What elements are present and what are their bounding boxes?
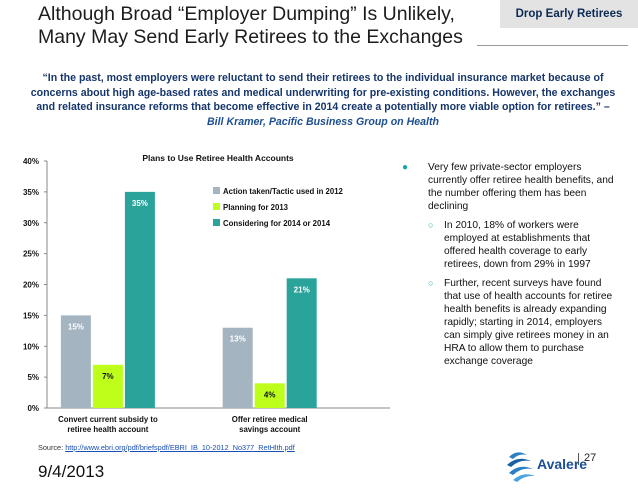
y-tick-label: 25%: [23, 250, 39, 259]
bullet-list: ● Very few private-sector employers curr…: [402, 161, 618, 368]
bar-data-label: 15%: [68, 322, 84, 331]
bar-data-label: 21%: [294, 285, 310, 294]
y-tick-label: 15%: [23, 311, 39, 320]
x-category-label: Offer retiree medical: [232, 415, 308, 424]
title-line-1: Although Broad “Employer Dumping” Is Unl…: [38, 3, 455, 25]
bar-data-label: 7%: [102, 372, 114, 381]
slide-title: Although Broad “Employer Dumping” Is Unl…: [38, 3, 488, 49]
source-label: Source:: [38, 443, 64, 452]
bullet-sub-2: ○ Further, recent surveys have found tha…: [402, 277, 618, 368]
chart-title: Plans to Use Retiree Health Accounts: [142, 153, 294, 163]
source-note: Source: http://www.ebri.org/pdf/briefspd…: [38, 443, 295, 452]
section-tag: Drop Early Retirees: [500, 0, 638, 28]
page-number: 27: [584, 452, 597, 464]
title-line-2: Many May Send Early Retirees to the Exch…: [38, 26, 463, 48]
bar-data-label: 35%: [132, 199, 148, 208]
bullet-main-text: Very few private-sector employers curren…: [428, 162, 614, 212]
retiree-accounts-chart: 0% 5% 10% 15% 20% 25% 30% 35% 40% Plans to Use Re…: [23, 153, 390, 434]
bar-3-2: [286, 278, 317, 408]
bar-1-1: [60, 315, 91, 408]
bullet-sub-1: ○ In 2010, 18% of workers were employed …: [402, 219, 618, 271]
page-number-separator: [578, 453, 579, 465]
legend-label: Planning for 2013: [223, 203, 289, 212]
source-link[interactable]: http://www.ebri.org/pdf/briefspdf/EBRI_I…: [65, 443, 295, 452]
bullet-dot-icon: ●: [402, 162, 409, 173]
legend-swatch: [213, 187, 220, 194]
x-category-label: savings account: [239, 425, 300, 434]
bullet-circle-icon: ○: [428, 220, 434, 230]
quote-text: “In the past, most employers were reluct…: [30, 72, 616, 113]
quote-attribution: Bill Kramer, Pacific Business Group on H…: [207, 115, 439, 128]
x-category-label: Convert current subsidy to: [58, 415, 158, 424]
bar-2-2: [254, 383, 285, 408]
title-divider: [477, 45, 628, 46]
logo-wave-icon: [507, 452, 535, 482]
y-tick-label: 20%: [23, 281, 39, 290]
bar-data-label: 13%: [230, 335, 246, 344]
legend-swatch: [213, 219, 220, 226]
quote-block: “In the past, most employers were reluct…: [28, 71, 618, 129]
x-category-label: retiree health account: [67, 425, 148, 434]
bar-data-label: 4%: [264, 390, 276, 399]
bar-1-2: [222, 327, 253, 408]
logo-text: Avalere: [537, 456, 587, 472]
y-tick-label: 35%: [23, 188, 39, 197]
y-tick-label: 10%: [23, 342, 39, 351]
bullet-circle-icon: ○: [428, 278, 434, 288]
quote-separator: –: [603, 101, 610, 113]
legend-swatch: [213, 203, 220, 210]
bullet-main: ● Very few private-sector employers curr…: [402, 161, 618, 213]
slide-date: 9/4/2013: [38, 462, 105, 481]
bar-2-1: [92, 364, 123, 408]
bullet-sub-1-text: In 2010, 18% of workers were employed at…: [444, 220, 591, 270]
avalere-logo: Avalere: [507, 452, 587, 482]
y-tick-label: 30%: [23, 219, 39, 228]
y-tick-label: 0%: [27, 404, 39, 413]
bar-3-1: [124, 191, 155, 408]
y-tick-label: 5%: [27, 373, 39, 382]
legend-label: Action taken/Tactic used in 2012: [223, 187, 344, 196]
y-tick-label: 40%: [23, 157, 39, 166]
bullet-sub-2-text: Further, recent surveys have found that …: [444, 278, 613, 367]
legend-label: Considering for 2014 or 2014: [223, 219, 331, 228]
